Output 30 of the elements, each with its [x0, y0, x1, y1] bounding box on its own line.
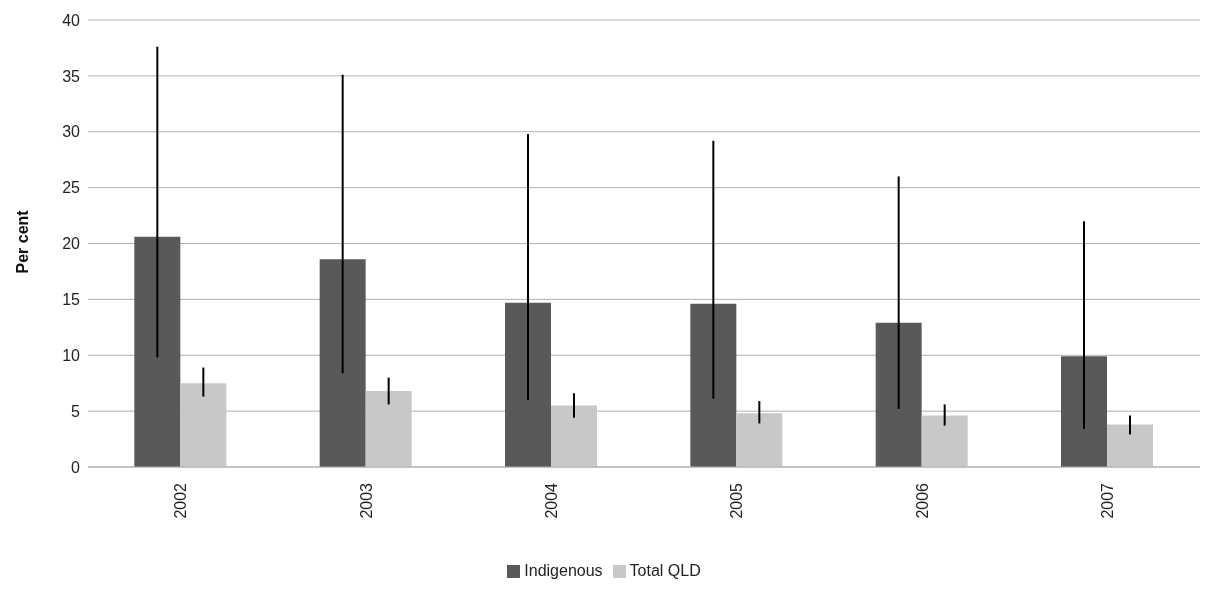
bar	[134, 236, 181, 467]
x-tick-label: 2004	[542, 482, 560, 519]
y-tick-label: 20	[62, 235, 81, 253]
bar	[875, 322, 922, 467]
bar	[1061, 356, 1107, 467]
bar	[180, 383, 227, 467]
bar	[319, 259, 366, 467]
x-tick-label: 2003	[357, 482, 375, 519]
bar	[736, 413, 783, 467]
y-axis-title: Per cent	[13, 209, 31, 274]
x-tick-label: 2007	[1098, 482, 1116, 519]
bar	[551, 405, 597, 467]
y-tick-label: 5	[71, 402, 81, 420]
x-tick-label: 2002	[172, 482, 190, 519]
y-tick-label: 40	[62, 11, 81, 29]
legend-label: Indigenous	[524, 562, 603, 579]
y-tick-label: 15	[62, 291, 81, 309]
y-tick-label: 25	[62, 179, 81, 197]
bar	[365, 391, 412, 467]
y-tick-label: 0	[71, 458, 81, 476]
bar	[690, 303, 737, 467]
bar	[921, 415, 968, 467]
x-tick-label: 2005	[728, 482, 746, 519]
bar	[505, 302, 551, 467]
x-tick-label: 2006	[913, 482, 931, 519]
y-tick-label: 35	[62, 67, 81, 85]
y-tick-label: 10	[62, 346, 81, 364]
legend-label: Total QLD	[629, 562, 701, 579]
y-tick-label: 30	[62, 123, 81, 141]
bar	[1107, 424, 1153, 467]
